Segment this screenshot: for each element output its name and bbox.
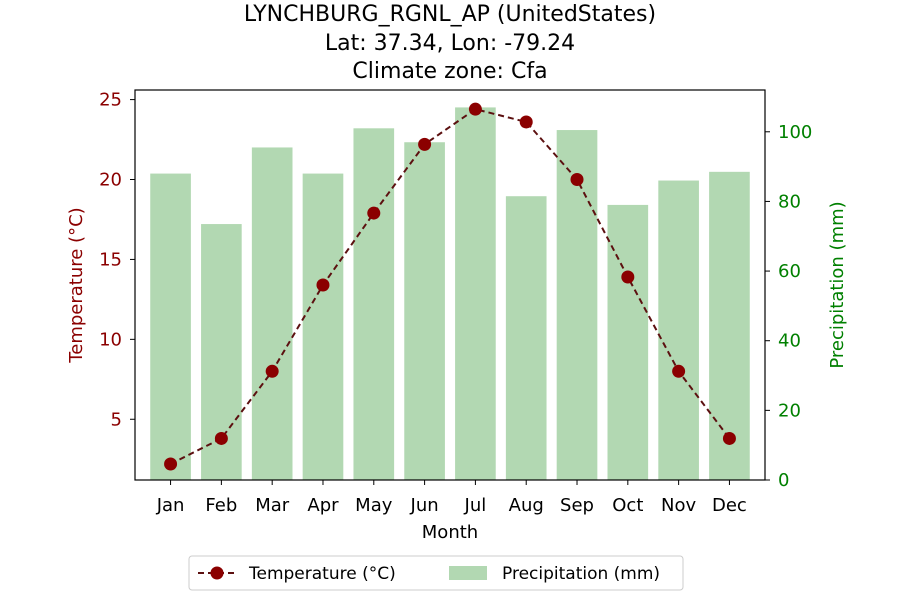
x-tick-label: Dec [712, 495, 747, 516]
temperature-point [418, 137, 432, 151]
precipitation-bar [455, 107, 496, 481]
precipitation-tick-label: 20 [778, 400, 801, 421]
temperature-point [468, 102, 482, 116]
precipitation-bar [353, 128, 395, 480]
temperature-point [367, 206, 381, 220]
temperature-tick-label: 25 [99, 90, 122, 111]
precipitation-bar [505, 196, 547, 480]
legend-precipitation-swatch [449, 566, 487, 580]
precipitation-bar [302, 173, 344, 481]
temperature-tick-label: 20 [99, 170, 122, 191]
x-tick-label: Nov [661, 495, 696, 516]
precipitation-bars [150, 107, 750, 481]
x-tick-label: Jul [464, 495, 487, 516]
precipitation-axis: 0 20 40 60 80 100 [765, 122, 812, 491]
temperature-axis-label: Temperature (°C) [66, 207, 87, 363]
temperature-point [621, 270, 635, 284]
x-tick-label: Jun [410, 495, 439, 516]
x-tick-label: Mar [255, 495, 290, 516]
precipitation-axis-label: Precipitation (mm) [827, 201, 848, 368]
x-tick-label: Sep [560, 495, 594, 516]
temperature-tick-label: 15 [99, 249, 122, 270]
legend-precipitation-label: Precipitation (mm) [502, 564, 660, 584]
precipitation-bar [607, 204, 649, 481]
temperature-point [214, 431, 228, 445]
temperature-line-layer [164, 102, 736, 471]
precipitation-tick-label: 0 [778, 470, 789, 491]
precipitation-bar [709, 171, 750, 480]
chart-title: LYNCHBURG_RGNL_AP (UnitedStates) Lat: 37… [244, 2, 656, 84]
temperature-point [672, 364, 686, 378]
precipitation-tick-label: 60 [778, 261, 801, 282]
temperature-point [570, 173, 584, 187]
legend-temperature-marker [210, 566, 224, 580]
precipitation-tick-label: 80 [778, 191, 801, 212]
chart-title-line-1: LYNCHBURG_RGNL_AP (UnitedStates) [244, 2, 656, 27]
temperature-point [164, 457, 178, 471]
temperature-line [170, 108, 731, 465]
chart-title-line-3: Climate zone: Cfa [352, 59, 547, 84]
x-tick-label: Jan [156, 495, 185, 516]
legend: Temperature (°C) Precipitation (mm) [188, 555, 684, 591]
precipitation-bar [658, 180, 699, 481]
chart-title-line-2: Lat: 37.34, Lon: -79.24 [325, 31, 575, 56]
temperature-point [265, 364, 279, 378]
temperature-point [519, 115, 533, 129]
precipitation-bar [150, 173, 191, 481]
x-tick-label: Apr [307, 495, 339, 516]
precipitation-bar [404, 142, 445, 480]
precipitation-bar [556, 130, 598, 480]
temperature-tick-label: 5 [111, 409, 122, 430]
temperature-tick-label: 10 [99, 329, 122, 350]
x-axis-label: Month [422, 522, 478, 543]
x-tick-label: May [355, 495, 393, 516]
precipitation-tick-label: 100 [778, 122, 812, 143]
temperature-point [316, 278, 330, 292]
legend-temperature-label: Temperature (°C) [248, 564, 396, 584]
temperature-point [722, 431, 736, 445]
x-axis: Jan Feb Mar Apr May Jun Jul Aug Sep Oct Nov Dec [156, 480, 747, 516]
precipitation-bar [251, 147, 293, 480]
x-tick-label: Oct [612, 495, 643, 516]
legend-box [188, 555, 684, 591]
temperature-axis: 5 10 15 20 25 [99, 90, 135, 430]
x-tick-label: Aug [509, 495, 544, 516]
x-tick-label: Feb [205, 495, 237, 516]
plot-frame [134, 89, 766, 481]
precipitation-tick-label: 40 [778, 331, 801, 352]
